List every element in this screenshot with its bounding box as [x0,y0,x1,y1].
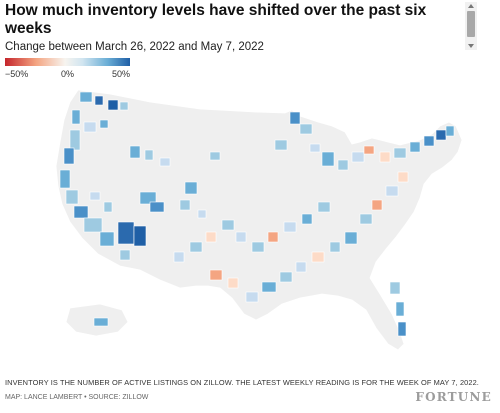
county-cell[interactable] [289,111,301,125]
county-cell[interactable] [267,231,279,243]
county-cell[interactable] [197,209,207,219]
county-cell[interactable] [409,141,421,153]
footnote: INVENTORY IS THE NUMBER OF ACTIVE LISTIN… [5,378,479,387]
legend-min-label: −50% [5,69,29,79]
county-cell[interactable] [311,251,325,263]
county-cell[interactable] [395,301,405,317]
county-cell[interactable] [351,151,365,163]
county-cell[interactable] [73,205,89,219]
county-cell[interactable] [435,129,447,141]
county-cell[interactable] [103,201,113,213]
county-cell[interactable] [379,151,391,163]
county-cell[interactable] [179,199,191,211]
county-cell[interactable] [79,91,93,103]
county-cell[interactable] [189,241,203,253]
county-cell[interactable] [317,201,331,213]
county-cell[interactable] [235,231,247,243]
scroll-thumb[interactable] [467,11,475,37]
county-cell[interactable] [129,145,141,159]
county-cell[interactable] [221,219,235,231]
legend-color-ramp [5,58,130,66]
county-cell[interactable] [94,95,104,106]
county-cell[interactable] [184,181,198,195]
county-cell[interactable] [261,281,277,293]
county-cell[interactable] [385,185,399,197]
county-cell[interactable] [321,151,335,167]
county-cell[interactable] [227,277,239,289]
county-cell[interactable] [149,201,165,213]
county-cell[interactable] [371,199,383,211]
county-cell[interactable] [274,139,288,151]
vertical-scrollbar[interactable] [465,2,477,50]
credit-line: MAP: LANCE LAMBERT • SOURCE: ZILLOW [5,394,149,401]
county-cell[interactable] [397,171,409,183]
county-cell[interactable] [119,249,131,261]
county-cell[interactable] [393,147,407,159]
us-choropleth-map[interactable] [0,82,500,372]
color-legend: −50% 0% 50% [5,58,130,80]
county-cell[interactable] [71,109,81,125]
county-cell[interactable] [99,231,115,247]
county-cell[interactable] [139,191,157,205]
county-cell[interactable] [117,221,135,245]
county-cell[interactable] [245,291,259,303]
county-cell[interactable] [299,123,313,135]
county-cell[interactable] [144,149,154,161]
county-cell[interactable] [99,119,109,129]
county-cell[interactable] [423,135,435,147]
county-cell[interactable] [329,241,341,253]
county-cell[interactable] [133,225,147,247]
county-cell[interactable] [359,213,373,225]
county-cell[interactable] [301,213,313,225]
county-cell[interactable] [283,221,297,233]
county-cell[interactable] [205,231,217,243]
county-cell[interactable] [445,125,455,137]
county-cell[interactable] [83,217,103,233]
county-cell[interactable] [89,191,101,201]
county-cell[interactable] [59,169,71,189]
county-cell[interactable] [107,99,119,111]
chart-title: How much inventory levels have shifted o… [5,2,427,37]
legend-mid-label: 0% [61,69,75,79]
scroll-down-arrow-icon[interactable] [468,44,474,48]
legend-max-label: 50% [111,69,130,79]
county-cell[interactable] [209,269,223,281]
county-cell[interactable] [209,151,221,161]
county-cell[interactable] [65,189,79,205]
county-cell[interactable] [309,143,321,153]
county-cell[interactable] [251,241,265,253]
county-cell[interactable] [344,231,358,245]
county-cell[interactable] [295,261,307,273]
county-cell[interactable] [63,147,75,165]
county-cell[interactable] [397,321,407,337]
chart-subtitle: Change between March 26, 2022 and May 7,… [5,41,264,53]
county-cell[interactable] [83,121,97,133]
map-svg [55,89,463,351]
county-cell[interactable] [93,317,109,327]
county-cells [59,91,455,337]
county-cell[interactable] [389,281,401,295]
county-cell[interactable] [279,271,293,283]
county-cell[interactable] [69,129,81,151]
county-cell[interactable] [173,251,185,263]
fortune-logo: FORTUNE [415,390,492,404]
county-cell[interactable] [119,101,129,111]
county-cell[interactable] [159,157,171,167]
scroll-up-arrow-icon[interactable] [468,4,474,8]
county-cell[interactable] [337,159,349,171]
county-cell[interactable] [363,145,375,155]
